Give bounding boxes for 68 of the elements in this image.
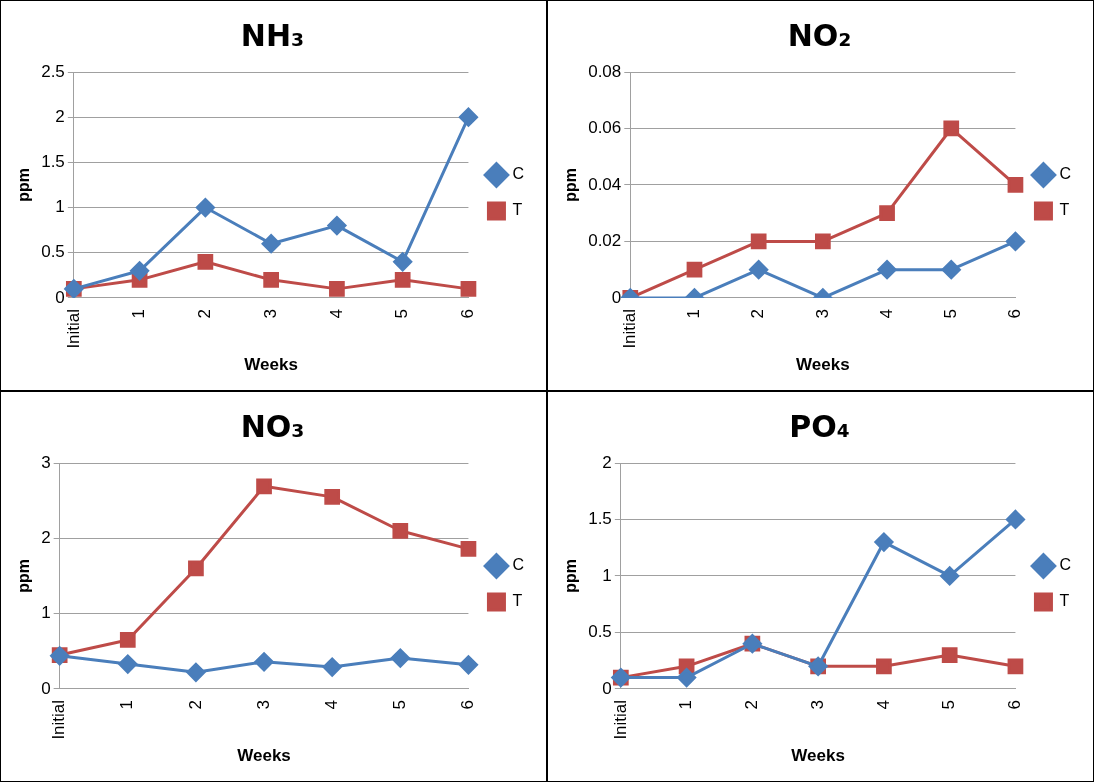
x-tick-label: 2 <box>195 308 215 319</box>
x-tick-label: 5 <box>390 699 409 710</box>
x-tick-label: 5 <box>392 308 412 319</box>
legend-label: C <box>1059 556 1072 574</box>
y-tick-label: 1 <box>55 197 65 217</box>
x-tick-label: Initial <box>49 699 69 740</box>
x-tick-label: 4 <box>326 308 346 319</box>
y-tick-label: 2.5 <box>41 61 65 81</box>
x-tick-label: 3 <box>253 699 273 710</box>
y-axis-title: ppm <box>15 559 33 593</box>
x-tick-label: 1 <box>117 699 137 710</box>
y-tick-label: 0.5 <box>41 242 65 262</box>
x-tick-label: Initial <box>63 308 83 349</box>
y-axis-title: ppm <box>562 559 580 593</box>
y-tick-label: 0.06 <box>588 118 622 138</box>
x-axis-title: Weeks <box>244 355 298 375</box>
y-tick-label: 2 <box>55 106 65 126</box>
x-tick-label: 3 <box>260 308 280 319</box>
chart-title: NH₃ <box>240 17 305 53</box>
y-tick-label: 0.08 <box>588 61 622 81</box>
chart-title: NO₃ <box>240 408 305 444</box>
y-tick-label: 1.5 <box>588 509 612 529</box>
y-tick-label: 0.02 <box>588 231 622 251</box>
y-tick-label: 0 <box>611 287 622 307</box>
legend-label: C <box>512 556 525 574</box>
x-tick-label: 2 <box>185 699 205 710</box>
y-tick-label: 3 <box>41 452 51 472</box>
x-tick-label: 2 <box>748 308 768 319</box>
y-tick-label: 0.04 <box>588 174 622 194</box>
y-tick-label: 1 <box>602 565 612 585</box>
y-tick-label: 1.5 <box>41 152 65 172</box>
y-tick-label: 0 <box>41 678 51 698</box>
x-tick-label: Initial <box>619 308 639 349</box>
y-tick-label: 2 <box>602 452 612 472</box>
x-tick-label: 6 <box>1005 699 1025 710</box>
legend-label: T <box>1059 201 1070 219</box>
x-tick-label: 5 <box>940 308 960 319</box>
legend-label: C <box>512 165 525 183</box>
chart-title: NO₂ <box>787 17 852 53</box>
legend-label: T <box>512 201 523 219</box>
x-tick-label: Initial <box>610 699 630 740</box>
legend-label: T <box>512 592 523 610</box>
x-tick-label: 4 <box>321 699 341 710</box>
legend-label: C <box>1059 165 1072 183</box>
x-tick-label: 1 <box>129 308 149 319</box>
x-tick-label: 2 <box>742 699 762 710</box>
chart-title: PO₄ <box>789 408 850 444</box>
y-axis-title: ppm <box>562 168 580 202</box>
x-tick-label: 1 <box>676 699 696 710</box>
y-tick-label: 0.5 <box>588 622 612 642</box>
x-tick-label: 6 <box>458 308 478 319</box>
x-tick-label: 3 <box>812 308 832 319</box>
x-axis-title: Weeks <box>791 746 845 766</box>
x-tick-label: 6 <box>1005 308 1025 319</box>
x-tick-label: 1 <box>684 308 704 319</box>
x-tick-label: 6 <box>458 699 478 710</box>
y-tick-label: 1 <box>41 603 51 623</box>
x-tick-label: 4 <box>876 308 896 319</box>
x-tick-label: 4 <box>873 699 893 710</box>
y-tick-label: 2 <box>41 527 51 547</box>
y-tick-label: 0 <box>55 287 65 307</box>
x-axis-title: Weeks <box>796 355 850 375</box>
y-axis-title: ppm <box>15 168 33 202</box>
x-tick-label: 3 <box>807 699 827 710</box>
x-axis-title: Weeks <box>237 746 291 766</box>
y-tick-label: 0 <box>602 678 612 698</box>
legend-label: T <box>1059 592 1070 610</box>
x-tick-label: 5 <box>939 699 959 710</box>
